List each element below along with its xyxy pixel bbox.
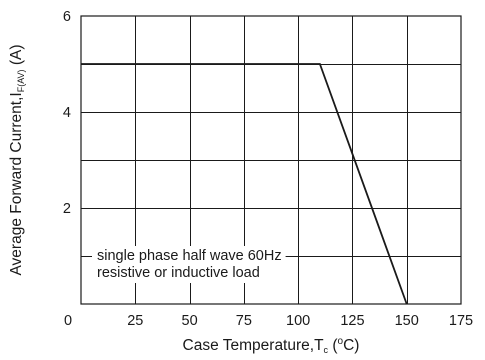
x-tick-label-25: 25 [127,313,143,329]
annotation-box: single phase half wave 60Hz resistive or… [92,246,286,283]
annotation-background [92,246,286,283]
x-axis-title-degree: o [338,336,344,347]
x-tick-labels: 0 25 50 75 100 125 150 175 [64,313,473,329]
x-axis-title-unit-rest: C) [343,337,359,354]
y-tick-label-4: 4 [63,105,71,121]
series-line-1 [81,63,408,305]
x-tick-label-100: 100 [286,313,310,329]
x-tick-label-0: 0 [64,313,72,329]
y-axis-title-unit: (A) [8,44,25,69]
x-tick-label-125: 125 [340,313,364,329]
y-axis-title-sub: F(AV) [16,69,26,92]
annotation-line-1: single phase half wave 60Hz [97,248,282,264]
x-tick-label-50: 50 [182,313,198,329]
x-tick-label-150: 150 [395,313,419,329]
x-axis-title-unit-open: ( [328,337,338,354]
annotation-line-2: resistive or inductive load [97,265,260,281]
plot-frame [80,15,462,305]
x-axis-title-main: Case Temperature,T [183,337,325,354]
series [81,63,408,305]
x-tick-label-75: 75 [236,313,252,329]
x-axis-title: Case Temperature,Tc (oC) [183,336,360,355]
y-tick-labels: 2 4 6 [63,9,71,217]
y-tick-label-6: 6 [63,9,71,25]
x-tick-label-175: 175 [449,313,473,329]
y-axis-title-main: Average Forward Current,I [8,92,25,275]
x-axis-title-sub: c [324,345,329,355]
y-axis-title: Average Forward Current,IF(AV) (A) [8,44,26,275]
y-tick-label-2: 2 [63,201,71,217]
